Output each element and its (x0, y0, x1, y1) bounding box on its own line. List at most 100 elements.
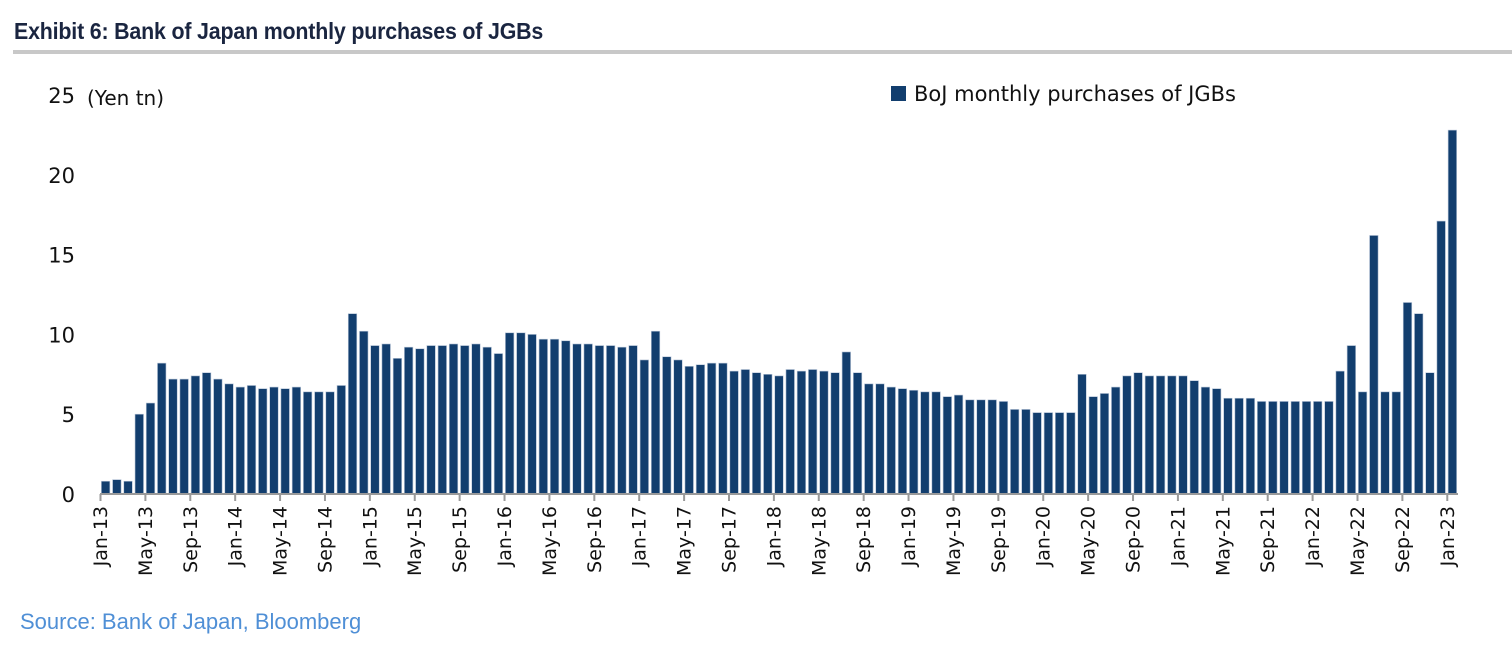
bar (976, 399, 986, 495)
x-tick-label: May-13 (135, 506, 157, 576)
bar (707, 362, 717, 495)
y-tick-label: 0 (62, 483, 75, 507)
legend: BoJ monthly purchases of JGBs (891, 82, 1236, 106)
x-tick-label: Jan-21 (1167, 506, 1189, 567)
bar (112, 479, 122, 495)
bar (437, 345, 447, 495)
bar (291, 386, 301, 495)
x-tick-label: May-15 (404, 506, 426, 576)
x-tick-label: May-21 (1212, 506, 1234, 576)
bar (852, 372, 863, 495)
bar (381, 343, 391, 495)
y-tick-label: 10 (48, 323, 75, 347)
bar (1369, 235, 1379, 495)
bar (1144, 375, 1154, 495)
bar (493, 353, 503, 495)
bar (426, 345, 436, 495)
bar (1077, 373, 1087, 495)
bar (662, 356, 672, 495)
bar (471, 343, 481, 495)
x-tick-label: Jan-18 (763, 506, 785, 567)
bar (763, 373, 773, 495)
x-tick-label: May-14 (270, 506, 292, 576)
bar (1043, 412, 1053, 495)
bar (920, 391, 930, 495)
bar (168, 378, 178, 495)
bar (347, 313, 358, 495)
bar (606, 345, 616, 495)
bar (1391, 391, 1401, 495)
bar (224, 383, 234, 495)
bar (639, 359, 649, 495)
y-tick-label: 15 (48, 244, 75, 268)
bar (123, 480, 133, 495)
bar (1358, 391, 1368, 495)
x-axis: Jan-13 May-13 Sep-13 Jan-14 May-14 Sep-14 Jan-… (90, 494, 1459, 576)
x-tick-label: Jan-15 (359, 506, 381, 567)
bar (1133, 372, 1143, 495)
y-axis-unit-label: (Yen tn) (87, 86, 164, 110)
x-tick-label: Jan-16 (494, 506, 516, 567)
bar (1066, 412, 1076, 495)
source-note: Source: Bank of Japan, Bloomberg (20, 609, 362, 634)
bar (314, 391, 324, 495)
bar (909, 389, 919, 495)
bar (1324, 401, 1334, 495)
bar (1212, 388, 1222, 495)
y-tick-label: 25 (48, 84, 75, 108)
bar (718, 362, 728, 495)
legend-label: BoJ monthly purchases of JGBs (914, 82, 1236, 106)
bar (1234, 397, 1244, 495)
bar (1268, 401, 1278, 495)
bar (1301, 401, 1312, 495)
bar (213, 378, 223, 495)
bar (1156, 375, 1166, 495)
bar (583, 343, 593, 495)
x-tick-label: Sep-15 (449, 506, 471, 573)
bar (785, 369, 795, 495)
bar (269, 386, 279, 495)
bar (1402, 302, 1413, 495)
bar (1088, 396, 1098, 495)
x-tick-label: May-18 (808, 506, 830, 576)
bar (673, 359, 683, 495)
bar (808, 369, 818, 495)
bar (998, 401, 1009, 495)
x-tick-label: Jan-14 (225, 506, 247, 567)
bar (1245, 397, 1255, 495)
bar (258, 388, 268, 495)
bar (1010, 409, 1020, 495)
bar (864, 383, 874, 495)
bar (336, 385, 346, 495)
bar (561, 340, 571, 495)
bar (157, 362, 167, 495)
bar (740, 369, 750, 495)
bar (1257, 401, 1267, 495)
bar (819, 370, 829, 495)
bar (460, 345, 470, 495)
bar (359, 330, 369, 495)
bar (729, 370, 739, 495)
bar (942, 396, 952, 495)
bar (1223, 397, 1233, 495)
bar (179, 378, 189, 495)
bar (303, 391, 313, 495)
bar (1099, 393, 1110, 495)
bar (1447, 129, 1457, 495)
bar (617, 346, 627, 495)
bar (1111, 386, 1121, 495)
bar (1167, 375, 1177, 495)
bar (101, 480, 111, 495)
x-tick-label: Sep-13 (180, 506, 202, 573)
bar (1032, 412, 1042, 495)
x-tick-label: Jan-20 (1033, 506, 1055, 567)
bar (841, 351, 851, 495)
bar (954, 394, 964, 495)
bar (796, 370, 807, 495)
bar (1380, 391, 1390, 495)
bar (684, 366, 694, 495)
bar (235, 386, 245, 495)
title-divider (13, 50, 1512, 54)
bar (404, 346, 414, 495)
